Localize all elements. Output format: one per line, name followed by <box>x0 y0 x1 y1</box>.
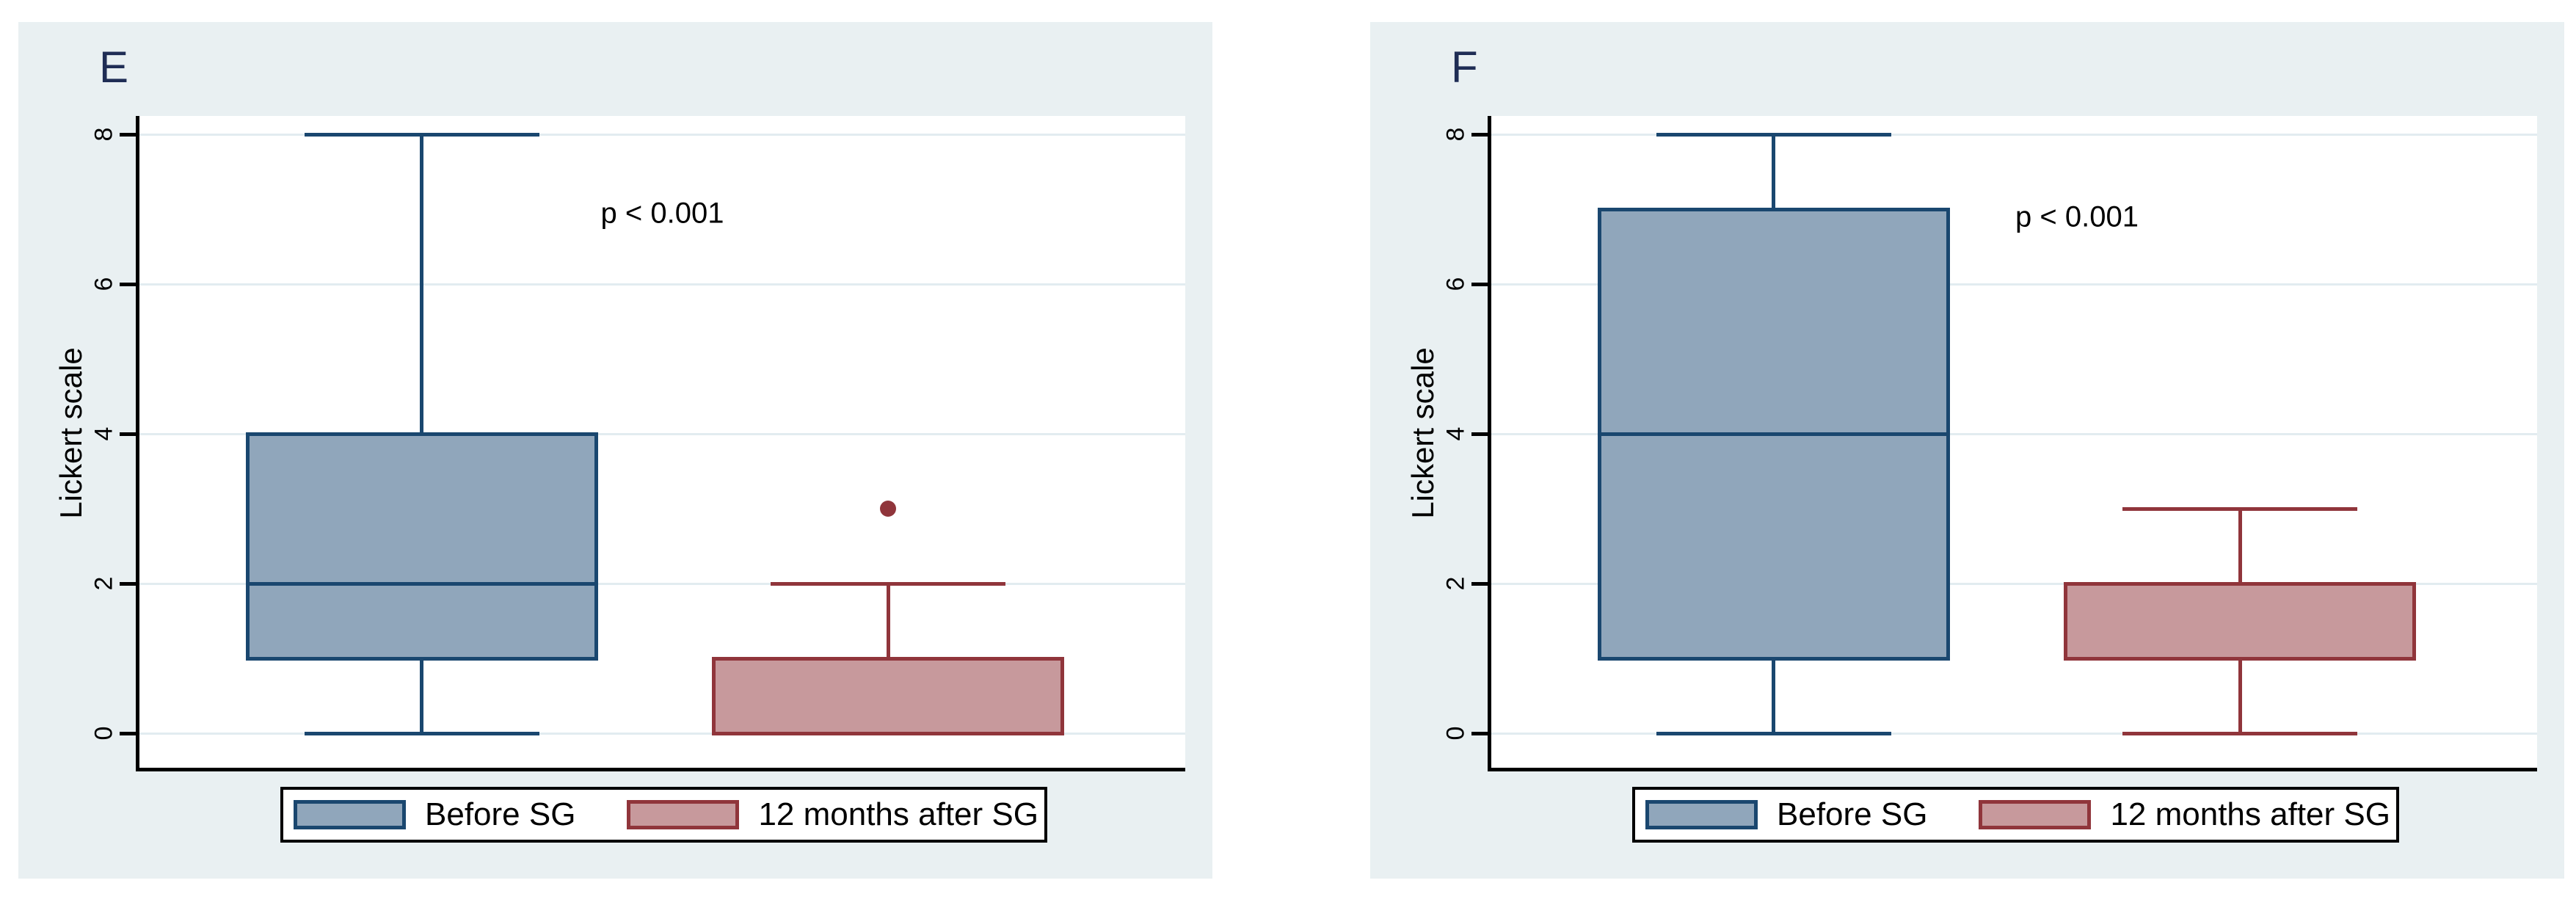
legend-label: 12 months after SG <box>2110 796 2390 832</box>
lower-whisker-cap <box>304 731 539 735</box>
p-value-annotation: p < 0.001 <box>600 197 724 230</box>
panel-label: F <box>1451 43 1478 92</box>
legend: Before SG 12 months after SG <box>280 787 1047 843</box>
gridline <box>1491 582 2537 585</box>
panel-f: F Lickert scale 0 2 4 6 8 p < 0.001 Before S… <box>1370 22 2564 879</box>
gridline <box>1491 133 2537 136</box>
p-value-annotation: p < 0.001 <box>2015 200 2139 233</box>
upper-whisker <box>886 584 890 659</box>
panel-label: E <box>99 43 129 92</box>
gridline <box>139 432 1185 435</box>
upper-whisker <box>1772 134 1776 210</box>
median-line <box>1597 432 1950 436</box>
box-12-months-after-sg <box>2064 581 2417 661</box>
y-tick-label: 2 <box>1441 576 1470 591</box>
upper-whisker-cap <box>2122 506 2358 511</box>
box-12-months-after-sg <box>712 656 1065 735</box>
y-axis-title: Lickert scale <box>1405 347 1440 519</box>
legend: Before SG 12 months after SG <box>1632 787 2399 843</box>
upper-whisker-cap <box>1656 132 1891 137</box>
upper-whisker-cap <box>304 132 539 137</box>
gridline <box>139 582 1185 585</box>
lower-whisker <box>1772 658 1776 734</box>
lower-whisker <box>420 658 424 734</box>
legend-swatch <box>1645 800 1758 829</box>
plot-area: 0 2 4 6 8 p < 0.001 <box>1442 116 2537 771</box>
y-tick <box>1471 432 1488 436</box>
upper-whisker <box>2238 509 2242 584</box>
y-tick <box>120 581 136 586</box>
y-tick <box>1471 581 1488 586</box>
gridline <box>1491 283 2537 286</box>
legend-label: Before SG <box>1777 796 1928 832</box>
y-tick <box>1471 282 1488 286</box>
y-tick <box>120 432 136 436</box>
y-tick-label: 4 <box>90 426 118 441</box>
y-tick <box>120 132 136 137</box>
y-tick-label: 4 <box>1441 426 1470 441</box>
legend-swatch <box>294 800 406 829</box>
y-tick <box>1471 731 1488 735</box>
gridline <box>1491 732 2537 735</box>
median-line <box>245 581 598 586</box>
lower-whisker <box>2238 658 2242 734</box>
upper-whisker-cap <box>771 581 1006 586</box>
outlier-dot <box>880 501 897 517</box>
y-tick-label: 0 <box>1441 726 1470 741</box>
y-tick-label: 0 <box>90 726 118 741</box>
lower-whisker-cap <box>2122 731 2358 735</box>
lower-whisker-cap <box>1656 731 1891 735</box>
legend-label: 12 months after SG <box>758 796 1038 832</box>
legend-swatch <box>627 800 740 829</box>
y-tick-label: 8 <box>1441 128 1470 142</box>
y-tick-label: 6 <box>90 277 118 291</box>
gridline <box>139 732 1185 735</box>
gridline <box>1491 432 2537 435</box>
plot-area: 0 2 4 6 8 p < 0.001 <box>90 116 1185 771</box>
y-tick <box>120 731 136 735</box>
y-tick <box>120 282 136 286</box>
y-axis-title: Lickert scale <box>54 347 88 519</box>
legend-swatch <box>1979 800 2092 829</box>
y-tick-label: 8 <box>90 128 118 142</box>
panel-e: E Lickert scale 0 2 4 6 8 p < 0.001 Before S… <box>18 22 1212 879</box>
y-tick-label: 2 <box>90 576 118 591</box>
upper-whisker <box>420 134 424 435</box>
legend-label: Before SG <box>425 796 576 832</box>
gridline <box>139 133 1185 136</box>
y-tick-label: 6 <box>1441 277 1470 291</box>
gridline <box>139 283 1185 286</box>
box-before-sg <box>245 432 598 661</box>
y-tick <box>1471 132 1488 137</box>
